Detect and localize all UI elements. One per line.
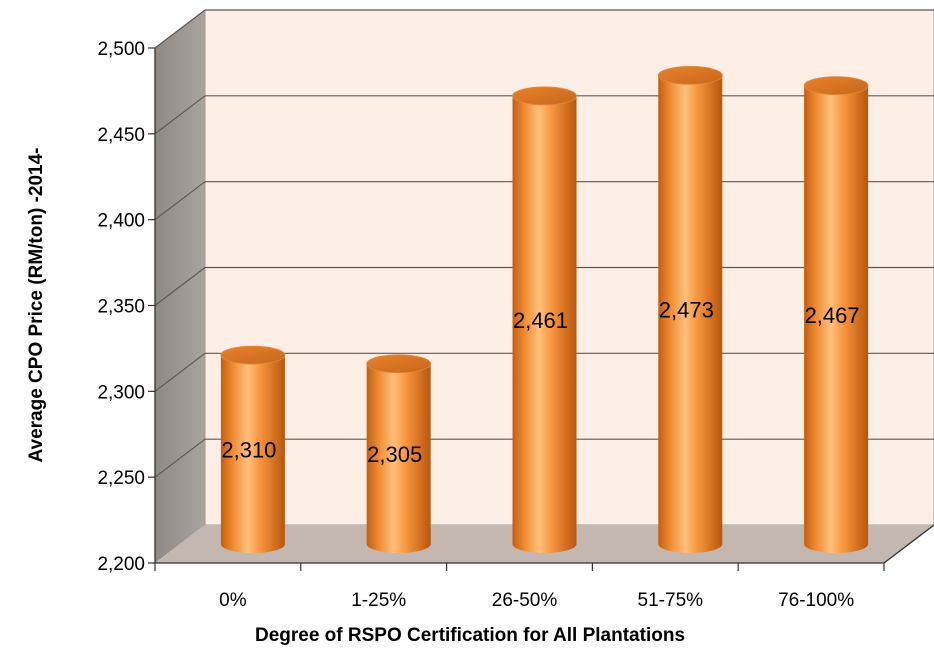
x-axis-title: Degree of RSPO Certification for All Pla… bbox=[255, 625, 685, 646]
floor-edge bbox=[883, 524, 934, 564]
bar-top bbox=[366, 354, 432, 374]
gridline-side bbox=[154, 438, 206, 478]
x-tick-label: 26-50% bbox=[492, 590, 558, 611]
axes: 2,200 2,250 2,300 2,350 2,400 2,450 2,500 bbox=[97, 39, 934, 575]
data-label: 2,467 bbox=[805, 303, 860, 328]
gridline-side bbox=[154, 95, 206, 135]
y-tick-label: 2,450 bbox=[97, 125, 145, 146]
y-tick-label: 2,400 bbox=[97, 211, 145, 232]
x-tick-label: 1-25% bbox=[351, 590, 406, 611]
bars bbox=[220, 65, 869, 554]
data-label: 2,473 bbox=[659, 298, 714, 323]
y-axis-title: Average CPO Price (RM/ton) -2014- bbox=[26, 148, 47, 463]
bar-top bbox=[512, 86, 577, 106]
gridline-side bbox=[154, 267, 206, 306]
bar-top bbox=[220, 345, 286, 365]
x-tick-label: 0% bbox=[219, 590, 247, 611]
x-tick-label: 51-75% bbox=[638, 590, 704, 611]
bar-top bbox=[803, 76, 869, 96]
bar-top bbox=[657, 65, 723, 85]
y-tick-label: 2,200 bbox=[97, 554, 145, 575]
labels: 2,310 0% 2,305 1-25% 2,461 26-50% 2,473 51-75% 2… bbox=[219, 298, 859, 611]
data-label: 2,461 bbox=[513, 308, 568, 333]
bar-0% bbox=[220, 355, 285, 553]
data-label: 2,305 bbox=[367, 442, 422, 467]
y-tick-label: 2,500 bbox=[97, 39, 145, 60]
y-tick-label: 2,300 bbox=[97, 382, 145, 403]
bar-1-25% bbox=[366, 363, 431, 553]
bar-76-100% bbox=[804, 85, 869, 554]
gridline-side bbox=[154, 181, 206, 221]
bar-51-75% bbox=[658, 75, 723, 553]
y-tick-label: 2,250 bbox=[97, 468, 145, 489]
bar-26-50% bbox=[512, 95, 577, 553]
x-tick-label: 76-100% bbox=[778, 590, 854, 611]
gridline-side bbox=[154, 352, 206, 392]
y-tick-label: 2,350 bbox=[97, 297, 145, 318]
data-label: 2,310 bbox=[221, 438, 276, 463]
gridline-side bbox=[154, 9, 206, 49]
